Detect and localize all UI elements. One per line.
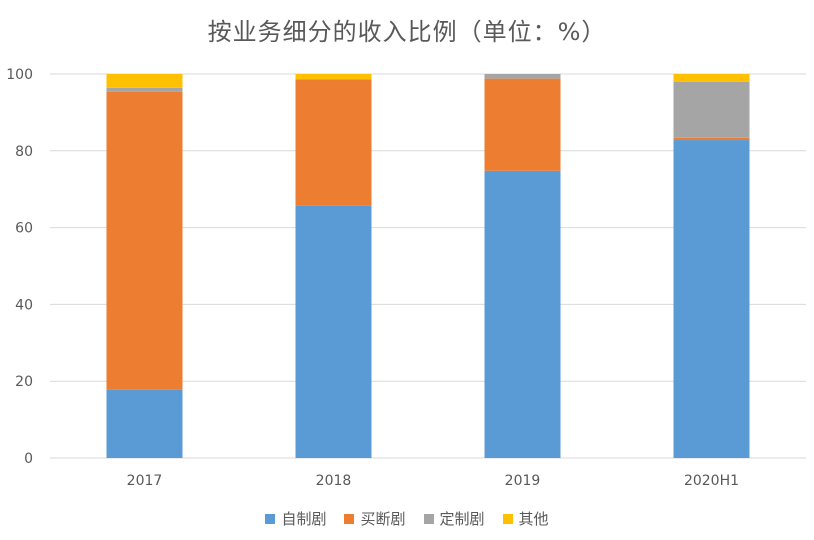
legend-swatch: [265, 513, 276, 524]
bar-segment-2017-series-1[interactable]: [106, 91, 183, 390]
bars: [106, 74, 750, 458]
chart-title: 按业务细分的收入比例（单位：%）: [207, 18, 607, 46]
bar-segment-2020H1-series-0[interactable]: [673, 140, 750, 458]
legend-label: 买断剧: [360, 510, 406, 528]
bar-segment-2020H1-series-3[interactable]: [673, 74, 750, 82]
bar-segment-2017-series-0[interactable]: [106, 389, 183, 458]
bar-segment-2018-series-3[interactable]: [295, 74, 372, 80]
bar-segment-2018-series-0[interactable]: [295, 205, 372, 458]
y-tick-label: 20: [15, 374, 33, 390]
bar-segment-2020H1-series-2[interactable]: [673, 81, 750, 138]
bar-segment-2019-series-0[interactable]: [484, 170, 561, 458]
y-tick-label: 40: [15, 297, 33, 313]
legend-item-series-2[interactable]: 定制剧: [423, 508, 485, 529]
legend-swatch: [423, 513, 434, 524]
x-tick-label: 2020H1: [684, 473, 739, 489]
bar-segment-2019-series-1[interactable]: [484, 78, 561, 171]
y-tick-label: 0: [24, 451, 33, 467]
bar-segment-2018-series-1[interactable]: [295, 79, 372, 206]
bar-segment-2019-series-2[interactable]: [484, 74, 561, 79]
x-axis-ticks: 2017 2018 2019 2020H1: [127, 473, 739, 489]
y-axis-ticks: 0 20 40 60 80 100: [6, 67, 33, 467]
x-tick-label: 2018: [316, 473, 352, 489]
bar-segment-2017-series-3[interactable]: [106, 74, 183, 88]
y-tick-label: 60: [15, 221, 33, 237]
legend-label: 自制剧: [281, 510, 327, 528]
legend-item-series-1[interactable]: 买断剧: [344, 508, 406, 529]
legend-item-series-3[interactable]: 其他: [502, 508, 549, 529]
legend-label: 其他: [518, 510, 549, 528]
legend-swatch: [502, 513, 513, 524]
bar-segment-2017-series-2[interactable]: [106, 87, 183, 92]
x-tick-label: 2019: [505, 473, 541, 489]
x-tick-label: 2017: [127, 473, 163, 489]
y-tick-label: 100: [6, 67, 33, 83]
legend-item-series-0[interactable]: 自制剧: [265, 508, 326, 529]
y-tick-label: 80: [15, 144, 33, 160]
legend-label: 定制剧: [439, 510, 485, 528]
bar-segment-2020H1-series-1[interactable]: [673, 137, 750, 141]
legend-swatch: [344, 513, 355, 524]
legend: 自制剧 买断剧 定制剧 其他: [0, 508, 814, 529]
